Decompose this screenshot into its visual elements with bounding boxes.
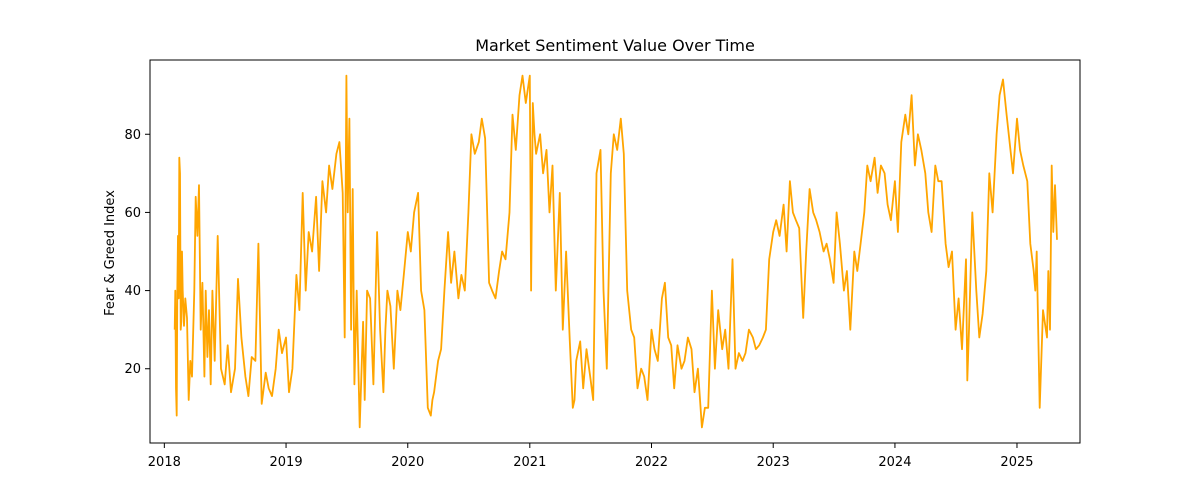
x-tick-label: 2024 bbox=[878, 455, 911, 470]
x-tick-label: 2021 bbox=[513, 455, 546, 470]
y-tick-label: 20 bbox=[124, 362, 141, 377]
chart-title: Market Sentiment Value Over Time bbox=[475, 36, 755, 55]
y-axis: 20 40 60 80 bbox=[124, 128, 150, 377]
series-line bbox=[173, 74, 1058, 429]
x-tick-label: 2025 bbox=[1000, 455, 1033, 470]
x-tick-label: 2018 bbox=[148, 455, 181, 470]
y-axis-label: Fear & Greed Index bbox=[103, 190, 118, 316]
plot-area bbox=[173, 74, 1058, 429]
x-tick-label: 2019 bbox=[270, 455, 303, 470]
x-tick-label: 2023 bbox=[757, 455, 790, 470]
x-axis: 2018 2019 2020 2021 2022 2023 2024 2025 bbox=[148, 443, 1034, 470]
y-tick-label: 60 bbox=[124, 206, 141, 221]
plot-frame bbox=[149, 59, 1081, 444]
y-tick-label: 40 bbox=[124, 284, 141, 299]
y-tick-label: 80 bbox=[124, 128, 141, 143]
x-tick-label: 2022 bbox=[635, 455, 668, 470]
x-tick-label: 2020 bbox=[391, 455, 424, 470]
